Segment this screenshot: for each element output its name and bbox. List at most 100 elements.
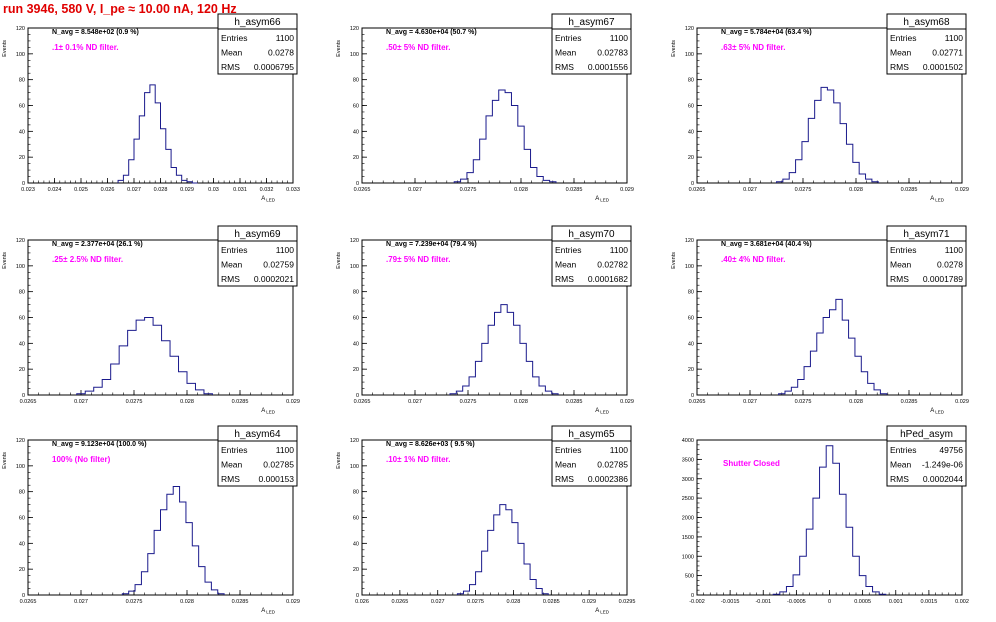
histogram-bin xyxy=(118,180,123,183)
x-tick-label: 0.024 xyxy=(48,187,62,193)
x-tick-label: 0 xyxy=(828,599,831,605)
y-tick-label: 20 xyxy=(688,367,694,373)
histogram-bin xyxy=(836,299,842,395)
histogram-bin xyxy=(806,529,813,595)
x-tick-label: 0.027 xyxy=(74,599,88,605)
y-tick-label: 20 xyxy=(353,567,359,573)
stats-value-entries: 1100 xyxy=(276,445,295,455)
stats-values-box xyxy=(551,240,632,287)
x-tick-label: 0.0275 xyxy=(126,599,143,605)
x-tick-label: 0.0265 xyxy=(20,599,37,605)
histogram-bin xyxy=(450,394,456,395)
x-tick-label: 0.023 xyxy=(21,187,35,193)
histogram-bin xyxy=(211,590,217,595)
histogram-line xyxy=(778,298,888,395)
stats-label-mean: Mean xyxy=(890,460,912,470)
stats-label-entries: Entries xyxy=(555,245,581,255)
y-axis-title: Events xyxy=(336,40,342,57)
histogram-bin xyxy=(134,139,139,183)
x-tick-label: 0.0285 xyxy=(566,187,583,193)
histogram-panel-h_asym66: 0 20 40 60 80 100 120 0.023 0.024 0.025 0.026 0.027… xyxy=(2,13,300,203)
histogram-bin xyxy=(77,394,85,395)
stats-value-entries: 49756 xyxy=(939,445,963,455)
stats-label-mean: Mean xyxy=(890,48,912,58)
n-avg-label: N_avg = 9.123e+04 (100.0 %) xyxy=(52,441,147,448)
histogram-bin xyxy=(866,586,873,595)
histogram-bin xyxy=(145,93,150,183)
histogram-bin xyxy=(488,325,494,395)
y-tick-label: 120 xyxy=(16,438,25,444)
histogram-bin xyxy=(501,305,507,395)
y-tick-label: 40 xyxy=(353,341,359,347)
stats-value-rms: 0.0001502 xyxy=(923,62,963,72)
histogram-bin xyxy=(785,391,791,395)
stats-value-mean: 0.02785 xyxy=(597,460,628,470)
stats-values-box xyxy=(551,28,632,75)
stats-value-rms: 0.0006795 xyxy=(254,62,294,72)
stats-label-mean: Mean xyxy=(221,260,243,270)
filter-annotation: .10± 1% ND filter. xyxy=(386,455,450,464)
x-tick-label: 0.027 xyxy=(431,599,445,605)
y-tick-label: 120 xyxy=(350,438,359,444)
stats-values-box xyxy=(217,28,298,75)
histogram-bin xyxy=(148,554,154,595)
histogram-bin xyxy=(783,179,789,183)
x-tick-label: 0.0265 xyxy=(354,399,371,405)
histogram-bin xyxy=(874,390,880,395)
histogram-bin xyxy=(813,498,820,595)
histogram-bin xyxy=(808,118,814,183)
y-tick-label: 80 xyxy=(688,290,694,296)
y-tick-label: 0 xyxy=(356,393,359,399)
histogram-bin xyxy=(789,173,795,183)
y-tick-label: 100 xyxy=(685,264,694,270)
histogram-bin xyxy=(866,179,872,183)
histogram-bin xyxy=(204,394,212,395)
y-tick-label: 4000 xyxy=(682,438,694,444)
stats-values-box xyxy=(217,440,298,487)
stats-label-mean: Mean xyxy=(555,48,577,58)
histogram-bin xyxy=(500,505,506,595)
y-tick-label: 60 xyxy=(688,104,694,110)
histogram-bin xyxy=(779,394,785,395)
stats-value-rms: 0.0001556 xyxy=(588,62,628,72)
histogram-bin xyxy=(199,567,205,595)
x-tick-label: 0.0275 xyxy=(795,399,812,405)
histogram-bin xyxy=(879,594,886,595)
histogram-bin xyxy=(170,356,178,395)
y-axis-title: Events xyxy=(2,252,8,269)
stats-value-entries: 1100 xyxy=(610,245,629,255)
histogram-panel-h_asym65: 0 20 40 60 80 100 120 0.026 0.0265 0.027 0.0275 0.0… xyxy=(336,425,635,615)
histogram-line xyxy=(453,89,557,183)
histogram-panel-h_asym69: 0 20 40 60 80 100 120 0.0265 0.027 0.0275 0.028 0.0… xyxy=(2,225,300,415)
histogram-bin xyxy=(486,116,492,183)
histogram-bin xyxy=(514,325,520,395)
x-tick-label: 0.002 xyxy=(955,599,969,605)
histogram-bin xyxy=(154,530,160,595)
stats-box: h_asym65 Entries 1100 Mean 0.02785 RMS 0.00023… xyxy=(551,425,632,487)
histogram-bin xyxy=(786,586,793,595)
stats-values-box xyxy=(217,240,298,287)
stats-value-mean: 0.02782 xyxy=(597,260,628,270)
filter-annotation: .40± 4% ND filter. xyxy=(721,255,785,264)
y-tick-label: 0 xyxy=(356,593,359,599)
y-tick-label: 0 xyxy=(22,393,25,399)
y-tick-label: 40 xyxy=(688,129,694,135)
histogram-bin xyxy=(492,100,498,183)
histogram-bin xyxy=(494,515,500,595)
histogram-bin xyxy=(840,124,846,183)
stats-value-mean: 0.02771 xyxy=(932,48,963,58)
stats-label-rms: RMS xyxy=(221,474,240,484)
stats-value-mean: 0.0278 xyxy=(937,260,963,270)
histogram-title: h_asym71 xyxy=(903,229,950,240)
x-tick-label: 0.027 xyxy=(408,187,422,193)
histogram-bin xyxy=(129,160,134,183)
histogram-bin xyxy=(467,173,473,183)
histogram-bin xyxy=(473,160,479,183)
histogram-bin xyxy=(830,310,836,395)
x-tick-label: 0.027 xyxy=(743,399,757,405)
x-tick-label: 0.029 xyxy=(180,187,194,193)
y-tick-label: 20 xyxy=(353,367,359,373)
histogram-line xyxy=(772,445,887,595)
histogram-bin xyxy=(827,90,833,183)
histogram-bin xyxy=(530,580,536,596)
